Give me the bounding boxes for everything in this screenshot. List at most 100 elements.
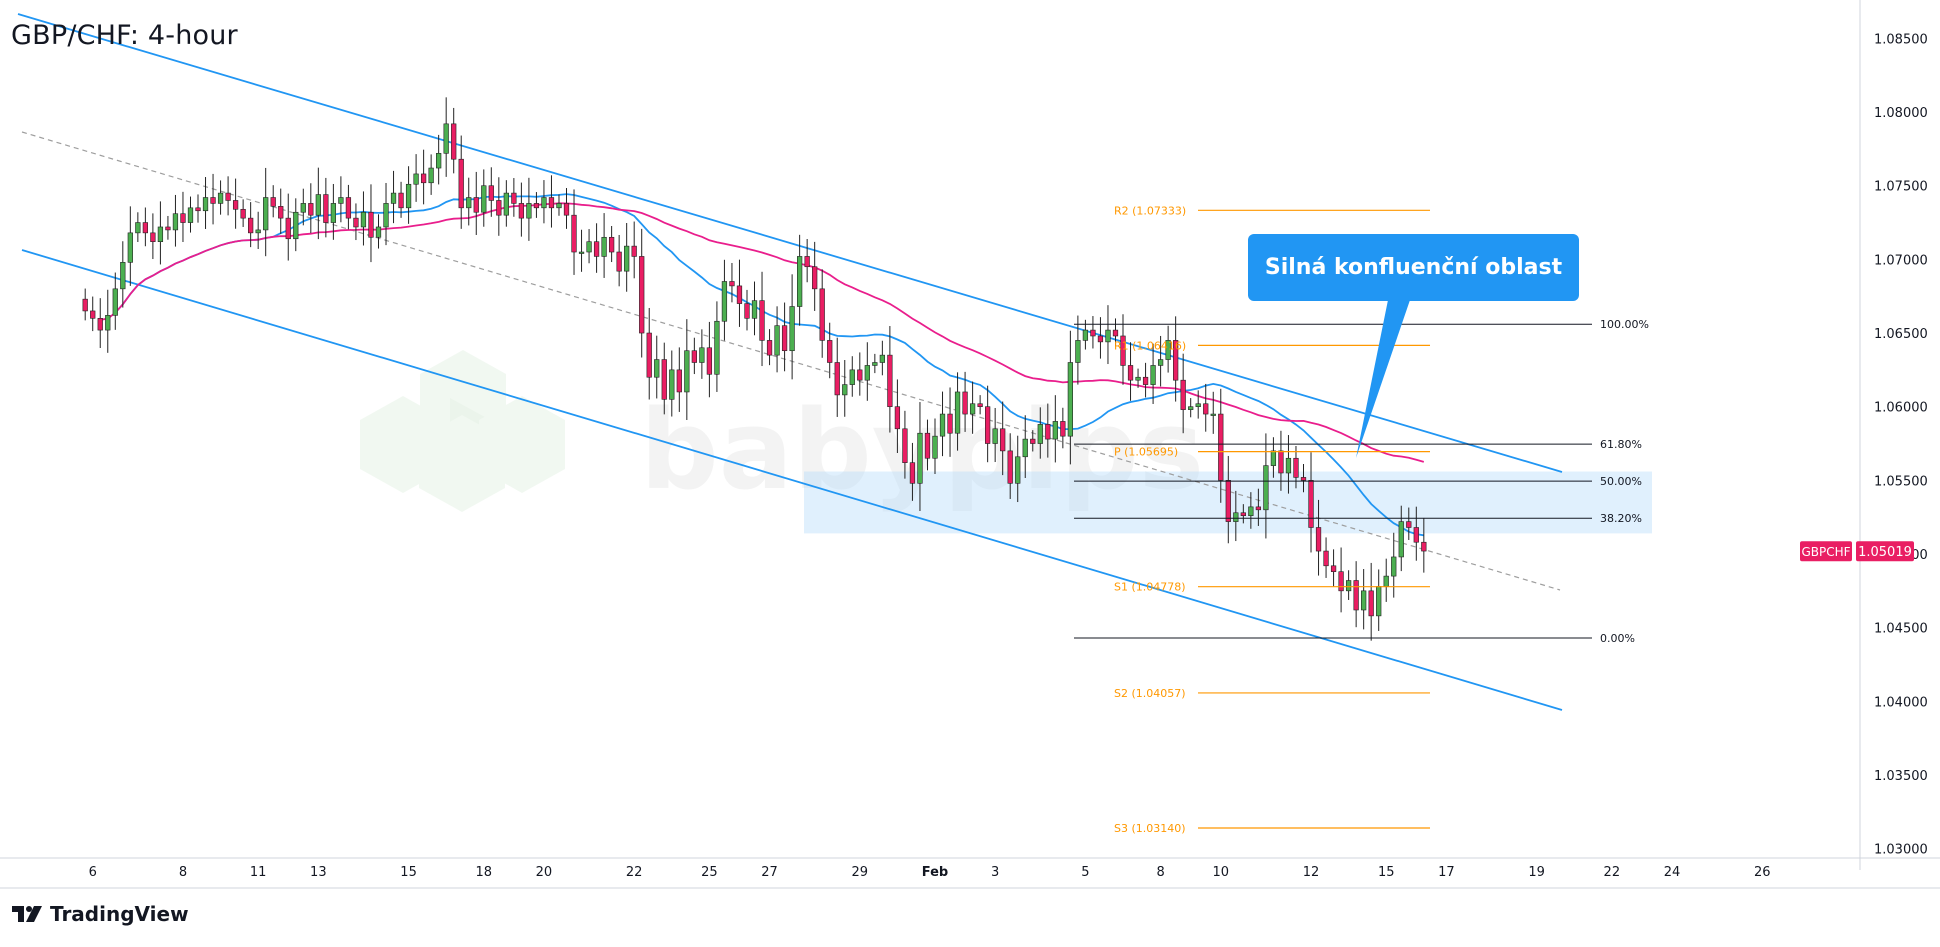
candle-body	[744, 303, 750, 319]
candle-body	[977, 403, 983, 407]
candle-body	[1421, 541, 1427, 552]
candle-body	[661, 359, 667, 400]
candle-body	[1000, 428, 1006, 452]
candle-body	[383, 203, 389, 228]
candle-body	[774, 325, 780, 356]
candle-body	[180, 213, 186, 223]
ma-slow-line	[100, 202, 1425, 463]
x-tick-label: 3	[991, 865, 999, 880]
callout-pointer	[1356, 300, 1410, 458]
x-tick-label: 15	[1378, 865, 1395, 880]
x-tick-label: 8	[179, 865, 187, 880]
x-tick-label: 29	[852, 865, 869, 880]
chart-title: GBP/CHF: 4-hour	[11, 20, 238, 51]
y-tick-label: 1.03500	[1874, 769, 1928, 784]
candle-body	[631, 245, 637, 257]
candle-body	[1157, 359, 1164, 366]
candle-body	[1082, 329, 1089, 341]
last-price-tag	[1856, 541, 1914, 562]
fib-label: 38.20%	[1600, 512, 1642, 525]
y-tick-label: 1.03000	[1874, 843, 1928, 858]
candle-body	[849, 369, 855, 385]
candle-body	[797, 256, 803, 307]
candle-body	[390, 192, 397, 204]
candle-body	[1075, 340, 1081, 363]
candle-body	[864, 365, 870, 381]
candle-body	[135, 222, 141, 234]
candle-body	[436, 153, 442, 169]
pivot-label: R1 (1.06416)	[1114, 339, 1186, 352]
candle-body	[405, 183, 412, 209]
last-price-text: 1.05019	[1858, 545, 1912, 560]
candle-body	[593, 241, 600, 257]
candle-body	[571, 214, 577, 253]
candle-body	[1285, 457, 1292, 474]
candle-body	[420, 173, 427, 184]
candle-body	[1330, 565, 1337, 572]
candle-body	[413, 173, 419, 185]
candle-body	[541, 197, 547, 209]
candle-body	[503, 192, 509, 216]
x-tick-label: 19	[1528, 865, 1545, 880]
candle-body	[1165, 340, 1171, 360]
candle-body	[1097, 335, 1104, 343]
candle-body	[714, 320, 720, 375]
x-tick-label: 27	[761, 865, 778, 880]
candle-body	[330, 203, 337, 223]
candle-body	[601, 236, 607, 257]
fib-label: 50.00%	[1600, 475, 1642, 488]
candle-body	[526, 203, 532, 219]
candle-body	[962, 391, 968, 415]
candle-body	[97, 318, 103, 331]
candle-body	[285, 217, 291, 240]
channel-midline	[21, 131, 1561, 591]
candle-body	[1323, 550, 1329, 567]
candle-body	[1127, 365, 1134, 381]
candle-body	[112, 288, 118, 316]
candle-body	[729, 281, 735, 287]
candle-body	[496, 200, 502, 216]
candle-body	[721, 281, 728, 322]
candle-body	[315, 194, 321, 216]
candle-body	[1406, 521, 1412, 528]
candle-body	[608, 236, 615, 253]
x-tick-label: 6	[89, 865, 97, 880]
pivot-label: S1 (1.04778)	[1114, 581, 1186, 594]
candle-body	[120, 262, 126, 290]
candle-body	[563, 203, 570, 216]
candle-body	[1173, 340, 1179, 381]
candle-body	[1300, 477, 1307, 481]
candle-body	[1203, 403, 1209, 415]
candle-body	[1391, 556, 1397, 577]
candle-body	[353, 217, 359, 228]
candle-body	[646, 332, 652, 378]
candle-body	[481, 185, 487, 213]
candle-body	[1308, 480, 1314, 528]
candle-body	[105, 315, 111, 331]
candle-body	[691, 350, 697, 363]
candle-body	[300, 203, 306, 213]
x-tick-label: 17	[1438, 865, 1455, 880]
y-tick-label: 1.08000	[1874, 106, 1928, 121]
candle-body	[225, 192, 231, 201]
candle-body	[210, 197, 216, 204]
candle-body	[954, 391, 961, 434]
candle-body	[894, 406, 901, 430]
candle-body	[1150, 365, 1156, 385]
candle-body	[308, 203, 314, 216]
x-tick-label: Feb	[922, 865, 948, 880]
fib-label: 61.80%	[1600, 438, 1642, 451]
pivot-label: P (1.05695)	[1114, 446, 1178, 459]
candle-body	[368, 211, 374, 238]
candle-body	[548, 197, 555, 209]
candle-body	[1037, 424, 1043, 444]
candle-body	[1007, 450, 1013, 484]
candle-body	[127, 232, 133, 263]
candle-body	[157, 226, 164, 243]
candle-body	[1142, 376, 1149, 385]
symbol-tag-text: GBPCHF	[1801, 545, 1850, 559]
candle-body	[375, 226, 382, 238]
x-tick-label: 20	[536, 865, 553, 880]
candle-body	[578, 251, 585, 254]
